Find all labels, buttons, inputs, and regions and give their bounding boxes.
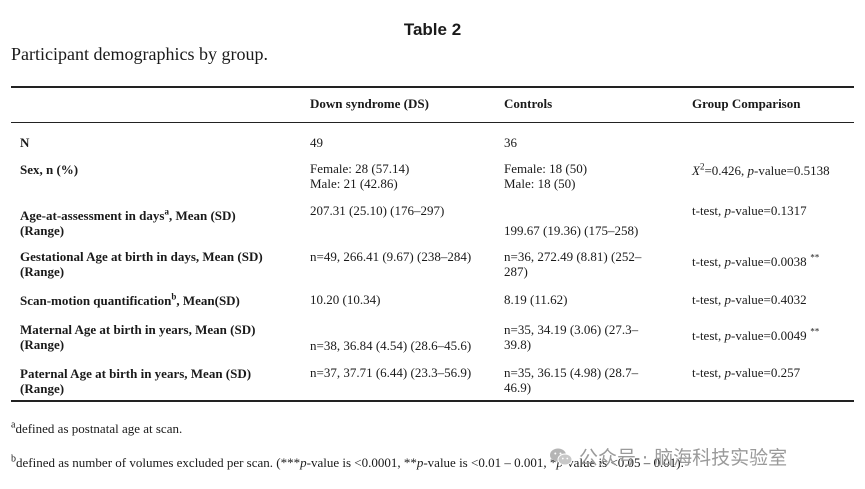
p-value-text: -value=0.5138	[754, 163, 830, 178]
top-rule	[11, 86, 854, 88]
row-label-n: N	[20, 135, 30, 150]
cell-n-controls: 36	[504, 135, 517, 150]
cell-gestational-controls: n=36, 272.49 (8.81) (252– 287)	[504, 249, 642, 279]
age-label-main: Age-at-assessment in days	[20, 208, 165, 223]
age-label-stat: , Mean (SD)	[168, 208, 236, 223]
header-comparison: Group Comparison	[692, 96, 801, 111]
row-label-paternal: Paternal Age at birth in years, Mean (SD…	[20, 366, 252, 396]
sex-ds-male: Male: 21 (42.86)	[310, 176, 398, 191]
sex-ctrl-female: Female: 18 (50)	[504, 161, 588, 176]
row-label-gestational: Gestational Age at birth in days, Mean (…	[20, 249, 263, 279]
header-controls: Controls	[504, 96, 553, 111]
p-symbol: p	[747, 163, 755, 178]
cell-age-controls: 199.67 (19.36) (175–258)	[504, 223, 639, 238]
wechat-icon	[550, 448, 573, 465]
chi-square-exponent: 2	[699, 161, 705, 172]
age-label-range: (Range)	[20, 223, 65, 238]
table-caption: Participant demographics by group.	[11, 44, 268, 64]
watermark: 公众号 · 脑海科技实验室	[549, 443, 787, 470]
cell-gestational-comparison: t-test, p-value=0.0038 **	[692, 252, 819, 269]
cell-paternal-controls: n=35, 36.15 (4.98) (28.7– 46.9)	[504, 365, 639, 395]
row-label-age: Age-at-assessment in daysa, Mean (SD) (R…	[20, 206, 300, 238]
table-title: Table 2	[403, 20, 462, 39]
watermark-text: 公众号 · 脑海科技实验室	[579, 447, 788, 469]
cell-sex-ds: Female: 28 (57.14) Male: 21 (42.86)	[310, 161, 500, 191]
cell-sex-comparison: X2=0.426, p-value=0.5138	[692, 161, 860, 178]
sex-ctrl-male: Male: 18 (50)	[504, 176, 576, 191]
sex-ds-female: Female: 28 (57.14)	[310, 161, 410, 176]
cell-scan-controls: 8.19 (11.62)	[504, 292, 568, 307]
header-ds: Down syndrome (DS)	[310, 96, 429, 111]
cell-maternal-ds: n=38, 36.84 (4.54) (28.6–45.6)	[310, 338, 472, 353]
footnote-b-ref: b	[171, 291, 177, 302]
significance-stars: **	[809, 326, 819, 337]
bottom-rule	[11, 400, 854, 402]
cell-gestational-ds: n=49, 266.41 (9.67) (238–284)	[310, 249, 472, 264]
cell-scan-ds: 10.20 (10.34)	[310, 292, 381, 307]
footnote-b: bdefined as number of volumes excluded p…	[11, 453, 684, 470]
cell-age-ds: 207.31 (25.10) (176–297)	[310, 203, 445, 218]
cell-maternal-comparison: t-test, p-value=0.0049 **	[692, 326, 819, 343]
footnote-a-ref: a	[164, 206, 169, 217]
chi-square-value: =0.426,	[704, 163, 748, 178]
cell-age-comparison: t-test, p-value=0.1317	[692, 203, 807, 218]
significance-stars: **	[809, 252, 819, 263]
cell-n-ds: 49	[310, 135, 323, 150]
row-label-scan-motion: Scan-motion quantificationb, Mean(SD)	[20, 291, 240, 308]
cell-maternal-controls: n=35, 34.19 (3.06) (27.3– 39.8)	[504, 322, 639, 352]
row-label-maternal: Maternal Age at birth in years, Mean (SD…	[20, 322, 256, 352]
footnote-a: adefined as postnatal age at scan.	[11, 419, 183, 436]
cell-sex-controls: Female: 18 (50) Male: 18 (50)	[504, 161, 684, 191]
cell-paternal-comparison: t-test, p-value=0.257	[692, 365, 801, 380]
header-rule	[11, 122, 854, 123]
cell-paternal-ds: n=37, 37.71 (6.44) (23.3–56.9)	[310, 365, 472, 380]
row-label-sex: Sex, n (%)	[20, 162, 79, 177]
cell-scan-comparison: t-test, p-value=0.4032	[692, 292, 807, 307]
chi-square-symbol: X	[692, 163, 700, 178]
